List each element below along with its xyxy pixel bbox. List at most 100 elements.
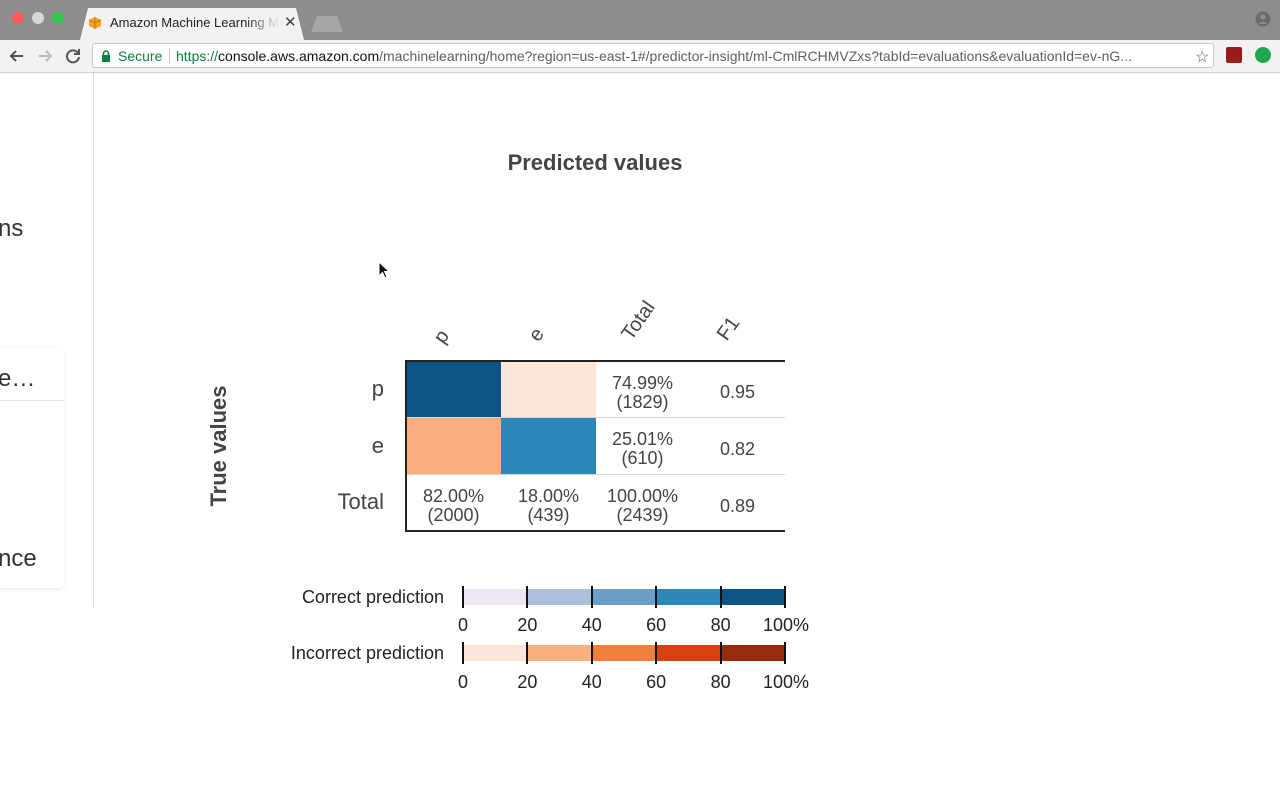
url-scheme: https:// [176,48,219,64]
incorrect-scale-tick-label: 0 [457,672,469,692]
new-tab-button[interactable] [311,16,343,32]
close-window-button[interactable] [12,12,24,24]
incorrect-scale-segment-3 [591,645,657,661]
incorrect-scale-segment-1 [463,645,528,661]
correct-scale-tick [784,586,786,608]
incorrect-prediction-label: Incorrect prediction [290,643,444,663]
correct-scale-tick-label: 0 [457,615,469,635]
secure-label: Secure [118,48,163,64]
incorrect-scale-tick-label: 100% [762,672,810,692]
row-header-p: p [371,376,384,401]
incorrect-scale-tick [784,642,786,664]
address-bar[interactable]: Secure https://console.aws.amazon.com/ma… [92,43,1214,68]
back-arrow-icon[interactable] [7,46,27,66]
cell-total-p-pct: 82.00% [422,486,485,506]
profile-icon[interactable] [1255,11,1271,27]
incorrect-scale-segment-2 [527,645,592,661]
cell-total-p-count: (2000) [427,505,480,525]
incorrect-scale-tick [462,642,464,664]
sidebar-item-fragment-1[interactable]: ns [0,215,24,242]
cell-p-total-count: (1829) [616,392,669,412]
correct-scale-tick-label: 100% [762,615,810,635]
cell-total-total-pct: 100.00% [606,486,679,506]
correct-scale-segment-2 [527,589,592,605]
browser-tab-active[interactable]: Amazon Machine Learning Management Conso… [80,8,304,40]
matrix-top-border [405,360,785,362]
reload-icon[interactable] [63,46,83,66]
cell-e-total-pct: 25.01% [611,429,674,449]
sidebar-card-divider [0,400,64,401]
true-values-title: True values [206,385,231,507]
browser-tab-bar: Amazon Machine Learning Management Conso… [0,0,1280,40]
incorrect-scale-tick-label: 20 [517,672,538,692]
tab-close-icon[interactable]: ✕ [284,14,297,31]
url-host: console.aws.amazon.com [218,48,380,64]
minimize-window-button[interactable] [32,12,44,24]
url-path: /machinelearning/home?region=us-east-1#/… [379,48,1132,64]
matrix-bottom-border [405,530,785,532]
incorrect-scale-tick [655,642,658,664]
incorrect-scale-tick [590,642,593,664]
correct-prediction-scale [463,589,785,605]
correct-prediction-label: Correct prediction [301,587,444,607]
mouse-cursor-icon [378,261,390,279]
incorrect-scale-segment-5 [720,645,785,661]
correct-scale-segment-5 [720,589,785,605]
incorrect-scale-tick-label: 80 [710,672,731,692]
cell-total-e-pct: 18.00% [517,486,580,506]
browser-toolbar: Secure https://console.aws.amazon.com/ma… [0,40,1280,73]
column-header-e: e [524,323,549,346]
incorrect-scale-tick [526,642,529,664]
aws-favicon-icon [88,17,102,29]
column-header-total: Total [617,297,660,345]
incorrect-scale-tick [719,642,722,664]
cell-total-total: 100.00% (2439) [595,487,690,525]
cell-total-f1: 0.89 [719,496,756,516]
correct-scale-tick-label: 40 [581,615,602,635]
matrix-cell-p-p [406,361,501,418]
cell-e-total-count: (610) [621,448,664,468]
cell-total-e: 18.00% (439) [501,487,596,525]
row-separator [406,417,785,418]
cell-p-f1: 0.95 [719,382,756,402]
maximize-window-button[interactable] [52,12,64,24]
matrix-cell-p-e [501,361,596,418]
matrix-left-border [405,360,407,531]
correct-scale-tick [462,586,464,608]
correct-scale-tick-label: 20 [517,615,538,635]
correct-scale-tick-label: 60 [646,615,667,635]
url-text[interactable]: https://console.aws.amazon.com/machinele… [176,48,1176,64]
correct-scale-tick-label: 80 [710,615,731,635]
column-header-p: p [429,325,454,348]
correct-scale-tick [526,586,529,608]
pdf-extension-icon[interactable] [1226,47,1242,63]
correct-scale-tick [655,586,658,608]
sidebar-item-fragment-2[interactable]: e… [0,365,36,392]
cell-e-total: 25.01% (610) [595,430,690,468]
matrix-cell-e-e [501,418,596,475]
cell-total-total-count: (2439) [616,505,669,525]
address-separator [169,48,170,64]
correct-scale-tick [590,586,593,608]
cell-p-total-pct: 74.99% [611,373,674,393]
cell-e-f1: 0.82 [719,439,756,459]
correct-scale-segment-1 [463,589,528,605]
matrix-cell-e-p [406,418,501,475]
correct-scale-segment-3 [591,589,657,605]
incorrect-prediction-scale [463,645,785,661]
forward-arrow-icon[interactable] [35,46,55,66]
incorrect-scale-tick-label: 60 [646,672,667,692]
extension-update-icon[interactable] [1255,47,1271,63]
incorrect-scale-segment-4 [656,645,721,661]
row-header-e: e [371,433,384,458]
sidebar-item-fragment-3[interactable]: nce [0,545,37,572]
cell-total-p: 82.00% (2000) [406,487,501,525]
incorrect-scale-tick-label: 40 [581,672,602,692]
sidebar-divider [93,73,94,607]
sidebar-card [0,348,64,588]
tab-title: Amazon Machine Learning Management Conso… [110,15,280,30]
bookmark-star-icon[interactable]: ☆ [1195,49,1210,66]
cell-p-total: 74.99% (1829) [595,374,690,412]
correct-scale-tick [719,586,722,608]
lock-icon [102,50,110,62]
